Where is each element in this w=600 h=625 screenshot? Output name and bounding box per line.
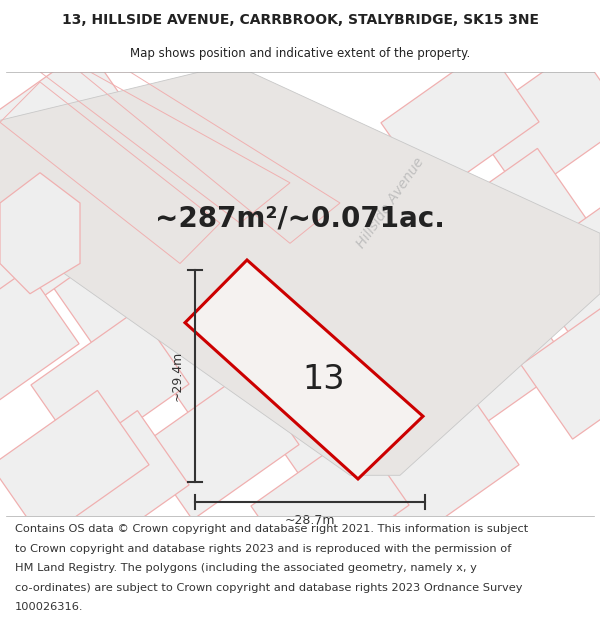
Polygon shape [361, 391, 519, 540]
Polygon shape [521, 189, 600, 338]
Text: ~287m²/~0.071ac.: ~287m²/~0.071ac. [155, 204, 445, 232]
Polygon shape [0, 72, 600, 516]
Polygon shape [301, 229, 459, 379]
Polygon shape [411, 289, 569, 439]
Text: ~28.7m: ~28.7m [285, 514, 335, 527]
Polygon shape [431, 148, 589, 298]
Text: co-ordinates) are subject to Crown copyright and database rights 2023 Ordnance S: co-ordinates) are subject to Crown copyr… [15, 582, 523, 592]
Text: 100026316.: 100026316. [15, 602, 83, 612]
Text: 13: 13 [302, 363, 344, 396]
Polygon shape [251, 431, 409, 581]
Text: ~29.4m: ~29.4m [170, 351, 184, 401]
Polygon shape [185, 260, 423, 479]
Polygon shape [471, 48, 600, 197]
Text: to Crown copyright and database rights 2023 and is reproduced with the permissio: to Crown copyright and database rights 2… [15, 544, 511, 554]
Polygon shape [0, 72, 600, 475]
Text: HM Land Registry. The polygons (including the associated geometry, namely x, y: HM Land Registry. The polygons (includin… [15, 563, 477, 573]
Polygon shape [521, 289, 600, 439]
Polygon shape [0, 391, 149, 540]
Polygon shape [141, 370, 299, 520]
Polygon shape [251, 330, 409, 479]
Polygon shape [0, 269, 79, 419]
Text: Hillside Avenue: Hillside Avenue [353, 155, 427, 251]
Polygon shape [0, 173, 80, 294]
Polygon shape [0, 48, 139, 197]
Polygon shape [31, 310, 189, 459]
Polygon shape [91, 108, 249, 258]
Text: Contains OS data © Crown copyright and database right 2021. This information is : Contains OS data © Crown copyright and d… [15, 524, 528, 534]
Polygon shape [141, 269, 299, 419]
Polygon shape [191, 169, 349, 318]
Polygon shape [51, 209, 209, 359]
Text: Map shows position and indicative extent of the property.: Map shows position and indicative extent… [130, 48, 470, 61]
Polygon shape [31, 411, 189, 560]
Polygon shape [0, 169, 119, 318]
Text: 13, HILLSIDE AVENUE, CARRBROOK, STALYBRIDGE, SK15 3NE: 13, HILLSIDE AVENUE, CARRBROOK, STALYBRI… [62, 13, 539, 27]
Polygon shape [381, 48, 539, 197]
